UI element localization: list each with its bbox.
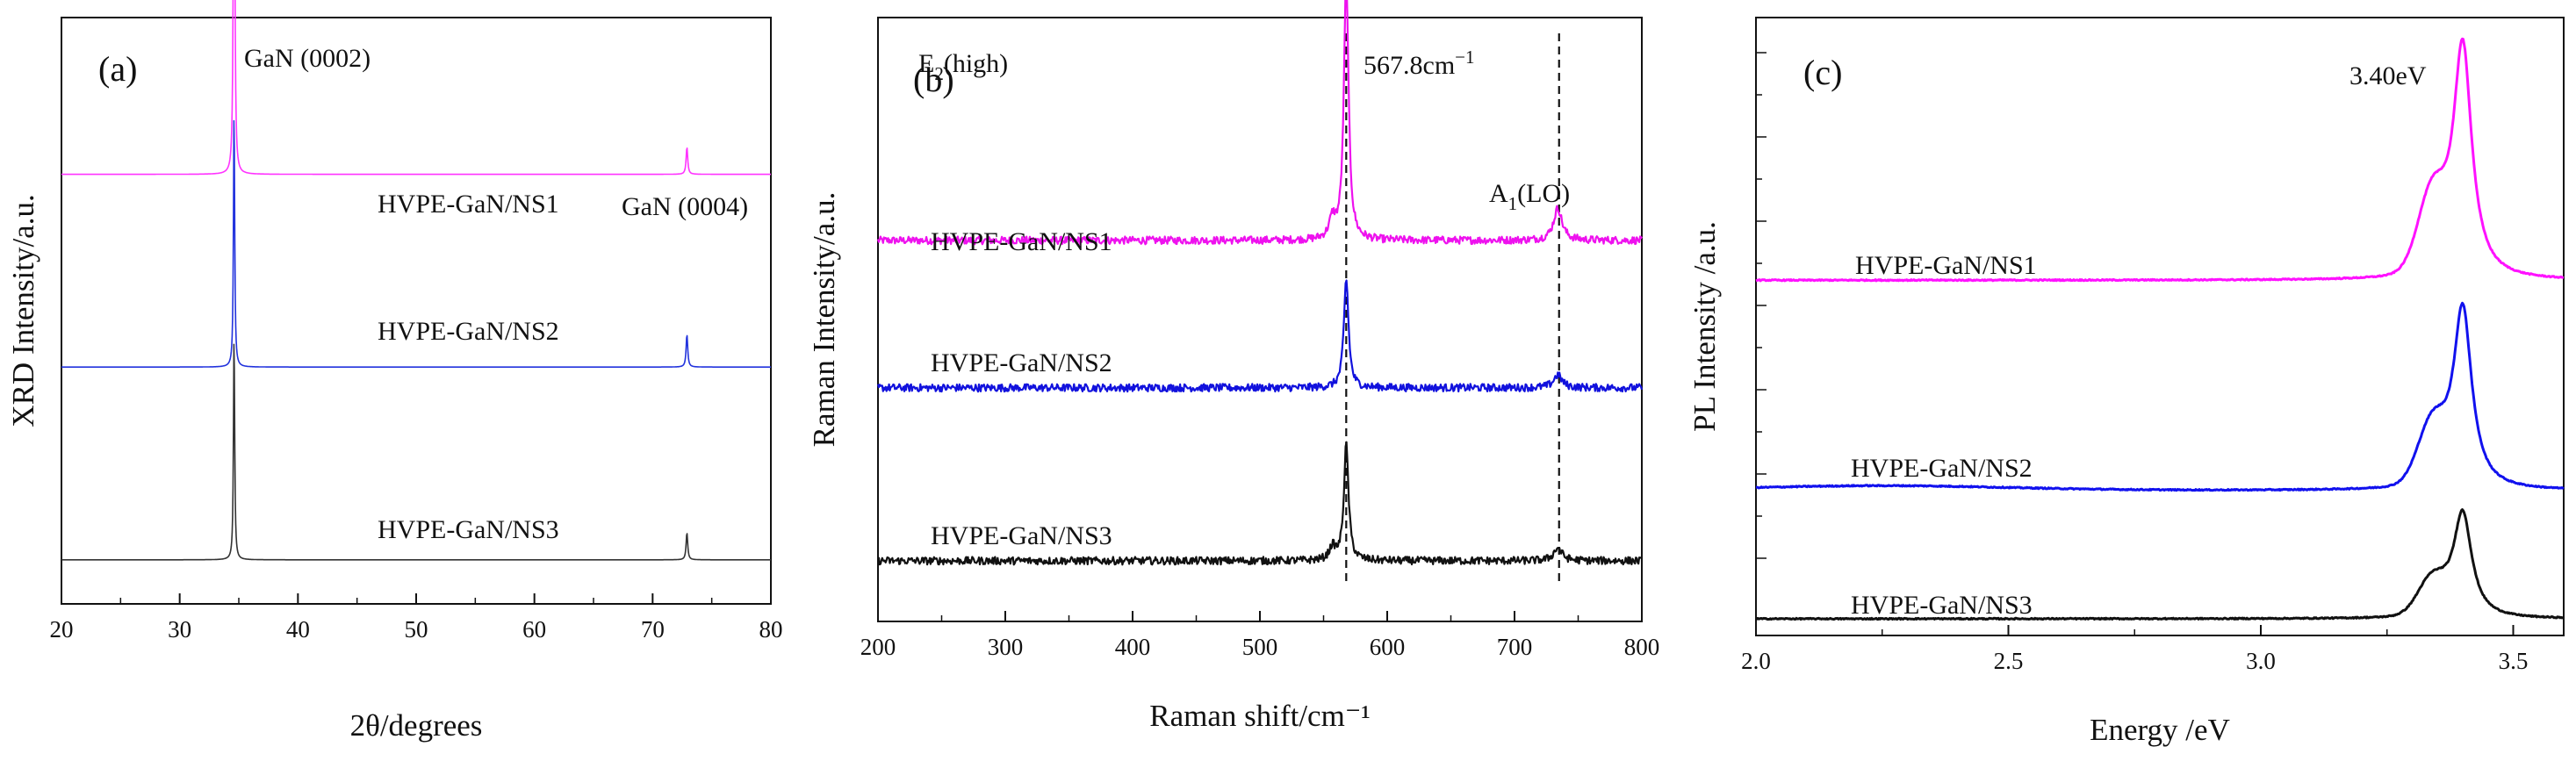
- x-tick-label: 600: [1370, 634, 1406, 660]
- panel-b-label: (b): [913, 60, 954, 99]
- panel-c-x-ticks: 2.0 2.5 3.0 3.5: [1741, 52, 2529, 674]
- panel-b-x-ticks: 200 300 400 500 600 700 800: [860, 611, 1660, 660]
- panel-c-x-axis-title: Energy /eV: [2090, 713, 2230, 747]
- panel-c-series: [1755, 37, 2565, 621]
- x-tick-label: 70: [641, 616, 665, 643]
- x-tick-label: 80: [759, 616, 783, 643]
- series-line-hvpe-gan-ns2: [61, 119, 772, 369]
- panel-a-annot-gan-0002: GaN (0002): [244, 44, 371, 73]
- panel-b-annot-a1-sub: 1: [1508, 193, 1518, 214]
- panel-a-y-axis-title: XRD Intensity/a.u.: [6, 194, 40, 427]
- panel-b-annot-e2-sub: 2: [934, 63, 944, 84]
- panel-c-label: (c): [1803, 53, 1842, 92]
- panel-b-annot-e2-value-sup: −1: [1455, 47, 1474, 68]
- panel-c-pl: 2.0 2.5 3.0 3.5 (c) Energy /eV PL Intensity…: [1687, 17, 2565, 747]
- panel-b-annot-a1-suffix: (LO): [1517, 179, 1570, 208]
- panel-a-xrd: 20 30 40 50 60 70 80 (a) 2θ/degrees XRD Intens…: [6, 0, 783, 743]
- x-tick-label: 2.0: [1741, 648, 1771, 674]
- x-tick-label: 50: [405, 616, 428, 643]
- x-tick-label: 20: [50, 616, 74, 643]
- panel-b-annot-e2-value-text: 567.8cm: [1364, 51, 1455, 80]
- panel-b-annot-a1: A1(LO): [1489, 179, 1570, 214]
- panel-a-label-ns2: HVPE-GaN/NS2: [378, 317, 559, 346]
- panel-a-series: [61, 0, 772, 561]
- panel-b-x-axis-title-text: Raman shift/cm⁻¹: [1149, 699, 1371, 733]
- series-line-hvpe-gan-ns3: [877, 441, 1643, 566]
- panel-b-x-axis-title: Raman shift/cm⁻¹: [1149, 699, 1371, 733]
- series-line-hvpe-gan-ns1: [1755, 37, 2565, 283]
- series-line-hvpe-gan-ns3: [61, 343, 772, 561]
- panel-b-y-axis-title: Raman Intensity/a.u.: [807, 192, 841, 448]
- series-line-hvpe-gan-ns3: [1755, 508, 2565, 621]
- series-line-hvpe-gan-ns2: [1755, 301, 2565, 492]
- panel-c-annot-peak: 3.40eV: [2349, 61, 2427, 90]
- x-tick-label: 700: [1497, 634, 1533, 660]
- panel-a-label-ns1: HVPE-GaN/NS1: [378, 190, 559, 219]
- x-tick-label: 3.0: [2246, 648, 2276, 674]
- panel-a-label-ns3: HVPE-GaN/NS3: [378, 515, 559, 544]
- x-tick-label: 40: [286, 616, 310, 643]
- x-tick-label: 400: [1115, 634, 1151, 660]
- x-tick-label: 800: [1624, 634, 1660, 660]
- series-line-hvpe-gan-ns1: [61, 0, 772, 176]
- x-tick-label: 2.5: [1994, 648, 2024, 674]
- panel-b-series: [876, 0, 1644, 586]
- panel-c-y-axis-title: PL Intensity /a.u.: [1687, 221, 1722, 432]
- panel-b-label-ns2: HVPE-GaN/NS2: [931, 348, 1112, 377]
- panel-c-label-ns1: HVPE-GaN/NS1: [1855, 251, 2037, 280]
- panel-b-annot-e2-letter: E: [918, 49, 934, 78]
- panel-a-label: (a): [98, 49, 137, 89]
- x-tick-label: 200: [860, 634, 896, 660]
- panel-a-x-ticks: 20 30 40 50 60 70 80: [50, 593, 783, 643]
- x-tick-label: 300: [988, 634, 1024, 660]
- panel-b-label-ns1: HVPE-GaN/NS1: [931, 227, 1112, 256]
- x-tick-label: 30: [168, 616, 191, 643]
- x-tick-label: 60: [522, 616, 546, 643]
- panel-c-plot-frame: [1755, 17, 2565, 636]
- series-line-hvpe-gan-ns1: [876, 0, 1643, 246]
- panel-b-annot-e2: E2(high): [918, 49, 1008, 84]
- x-tick-label: 500: [1242, 634, 1278, 660]
- panel-c-label-ns3: HVPE-GaN/NS3: [1851, 591, 2033, 620]
- panel-a-annot-gan-0004: GaN (0004): [622, 192, 748, 221]
- panel-a-x-axis-title: 2θ/degrees: [350, 708, 483, 743]
- series-line-hvpe-gan-ns2: [876, 279, 1644, 393]
- panel-b-annot-e2-value: 567.8cm−1: [1364, 47, 1475, 80]
- panel-c-label-ns2: HVPE-GaN/NS2: [1851, 454, 2033, 483]
- panel-b-raman: 200 300 400 500 600 700 800 (b) Raman shift/cm…: [807, 0, 1659, 733]
- panel-b-annot-e2-suffix: (high): [944, 49, 1008, 78]
- x-tick-label: 3.5: [2499, 648, 2529, 674]
- panel-b-label-ns3: HVPE-GaN/NS3: [931, 521, 1112, 550]
- panel-b-annot-a1-letter: A: [1489, 179, 1508, 208]
